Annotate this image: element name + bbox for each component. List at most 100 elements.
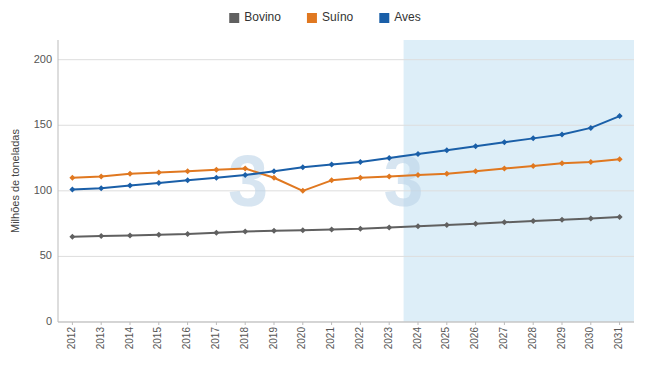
annotation: 3 [228, 141, 268, 221]
data-point [69, 175, 75, 181]
x-tick [216, 322, 217, 325]
data-point [98, 233, 104, 239]
data-point [415, 223, 421, 229]
data-point [559, 217, 565, 223]
chart-svg: 0501001502002012201320142015201620172018… [0, 0, 650, 366]
x-tick [187, 322, 188, 325]
data-point [271, 175, 277, 181]
x-tick-label: 2031 [613, 327, 624, 350]
data-point [329, 227, 335, 233]
data-point [559, 131, 565, 137]
x-tick [72, 322, 73, 325]
data-point [386, 225, 392, 231]
data-point [127, 171, 133, 177]
x-tick [446, 322, 447, 325]
data-point [98, 173, 104, 179]
data-point [329, 177, 335, 183]
x-axis-line [58, 322, 634, 323]
x-tick-label: 2020 [296, 327, 307, 350]
data-point [415, 172, 421, 178]
data-point [559, 160, 565, 166]
data-point [617, 214, 623, 220]
data-point [300, 188, 306, 194]
x-tick [101, 322, 102, 325]
data-point [185, 168, 191, 174]
legend-swatch [307, 13, 317, 23]
legend-label: Aves [394, 10, 420, 24]
legend: Bovino Suíno Aves [229, 10, 421, 24]
x-tick-label: 2013 [95, 327, 106, 350]
data-point [213, 167, 219, 173]
x-tick [158, 322, 159, 325]
x-tick [360, 322, 361, 325]
x-tick [130, 322, 131, 325]
x-tick [418, 322, 419, 325]
legend-label: Suíno [322, 10, 354, 24]
legend-swatch [229, 13, 239, 23]
data-point [588, 215, 594, 221]
x-tick-label: 2030 [584, 327, 595, 350]
x-tick [562, 322, 563, 325]
y-tick-label: 100 [34, 184, 52, 196]
series-line [72, 116, 619, 189]
grid-line [58, 59, 634, 60]
data-point [300, 164, 306, 170]
y-axis-line [58, 40, 59, 322]
legend-label: Bovino [244, 10, 281, 24]
data-point [156, 180, 162, 186]
x-tick [389, 322, 390, 325]
x-tick-label: 2019 [268, 327, 279, 350]
data-point [617, 113, 623, 119]
data-point [271, 168, 277, 174]
x-tick-label: 2012 [66, 327, 77, 350]
plot-area [69, 113, 622, 240]
data-point [127, 183, 133, 189]
data-point [588, 159, 594, 165]
data-point [386, 173, 392, 179]
data-point [501, 139, 507, 145]
x-tick-label: 2027 [498, 327, 509, 350]
data-point [415, 151, 421, 157]
data-point [242, 228, 248, 234]
data-point [98, 185, 104, 191]
data-point [530, 163, 536, 169]
data-point [357, 175, 363, 181]
data-point [156, 232, 162, 238]
data-point [386, 155, 392, 161]
x-tick [504, 322, 505, 325]
data-point [357, 226, 363, 232]
data-point [69, 234, 75, 240]
annotation: 3 [384, 141, 424, 221]
data-point [530, 135, 536, 141]
data-point [185, 177, 191, 183]
x-tick [331, 322, 332, 325]
x-tick [619, 322, 620, 325]
y-tick-label: 50 [40, 249, 52, 261]
data-point [127, 232, 133, 238]
x-tick-label: 2029 [556, 327, 567, 350]
data-point [501, 219, 507, 225]
chart-container: 0501001502002012201320142015201620172018… [0, 0, 650, 366]
data-point [444, 147, 450, 153]
grid-line [58, 125, 634, 126]
legend-swatch [379, 13, 389, 23]
x-tick [245, 322, 246, 325]
x-tick-label: 2022 [354, 327, 365, 350]
x-tick [475, 322, 476, 325]
data-point [69, 187, 75, 193]
data-point [444, 171, 450, 177]
x-tick-label: 2024 [412, 327, 423, 350]
y-tick-label: 0 [46, 315, 52, 327]
x-tick-label: 2017 [210, 327, 221, 350]
data-point [300, 227, 306, 233]
grid-line [58, 256, 634, 257]
data-point [501, 166, 507, 172]
data-point [185, 231, 191, 237]
forecast-band [404, 40, 634, 322]
data-point [357, 159, 363, 165]
data-point [530, 218, 536, 224]
x-tick [302, 322, 303, 325]
x-tick-label: 2015 [152, 327, 163, 350]
x-tick-label: 2014 [124, 327, 135, 350]
data-point [473, 143, 479, 149]
